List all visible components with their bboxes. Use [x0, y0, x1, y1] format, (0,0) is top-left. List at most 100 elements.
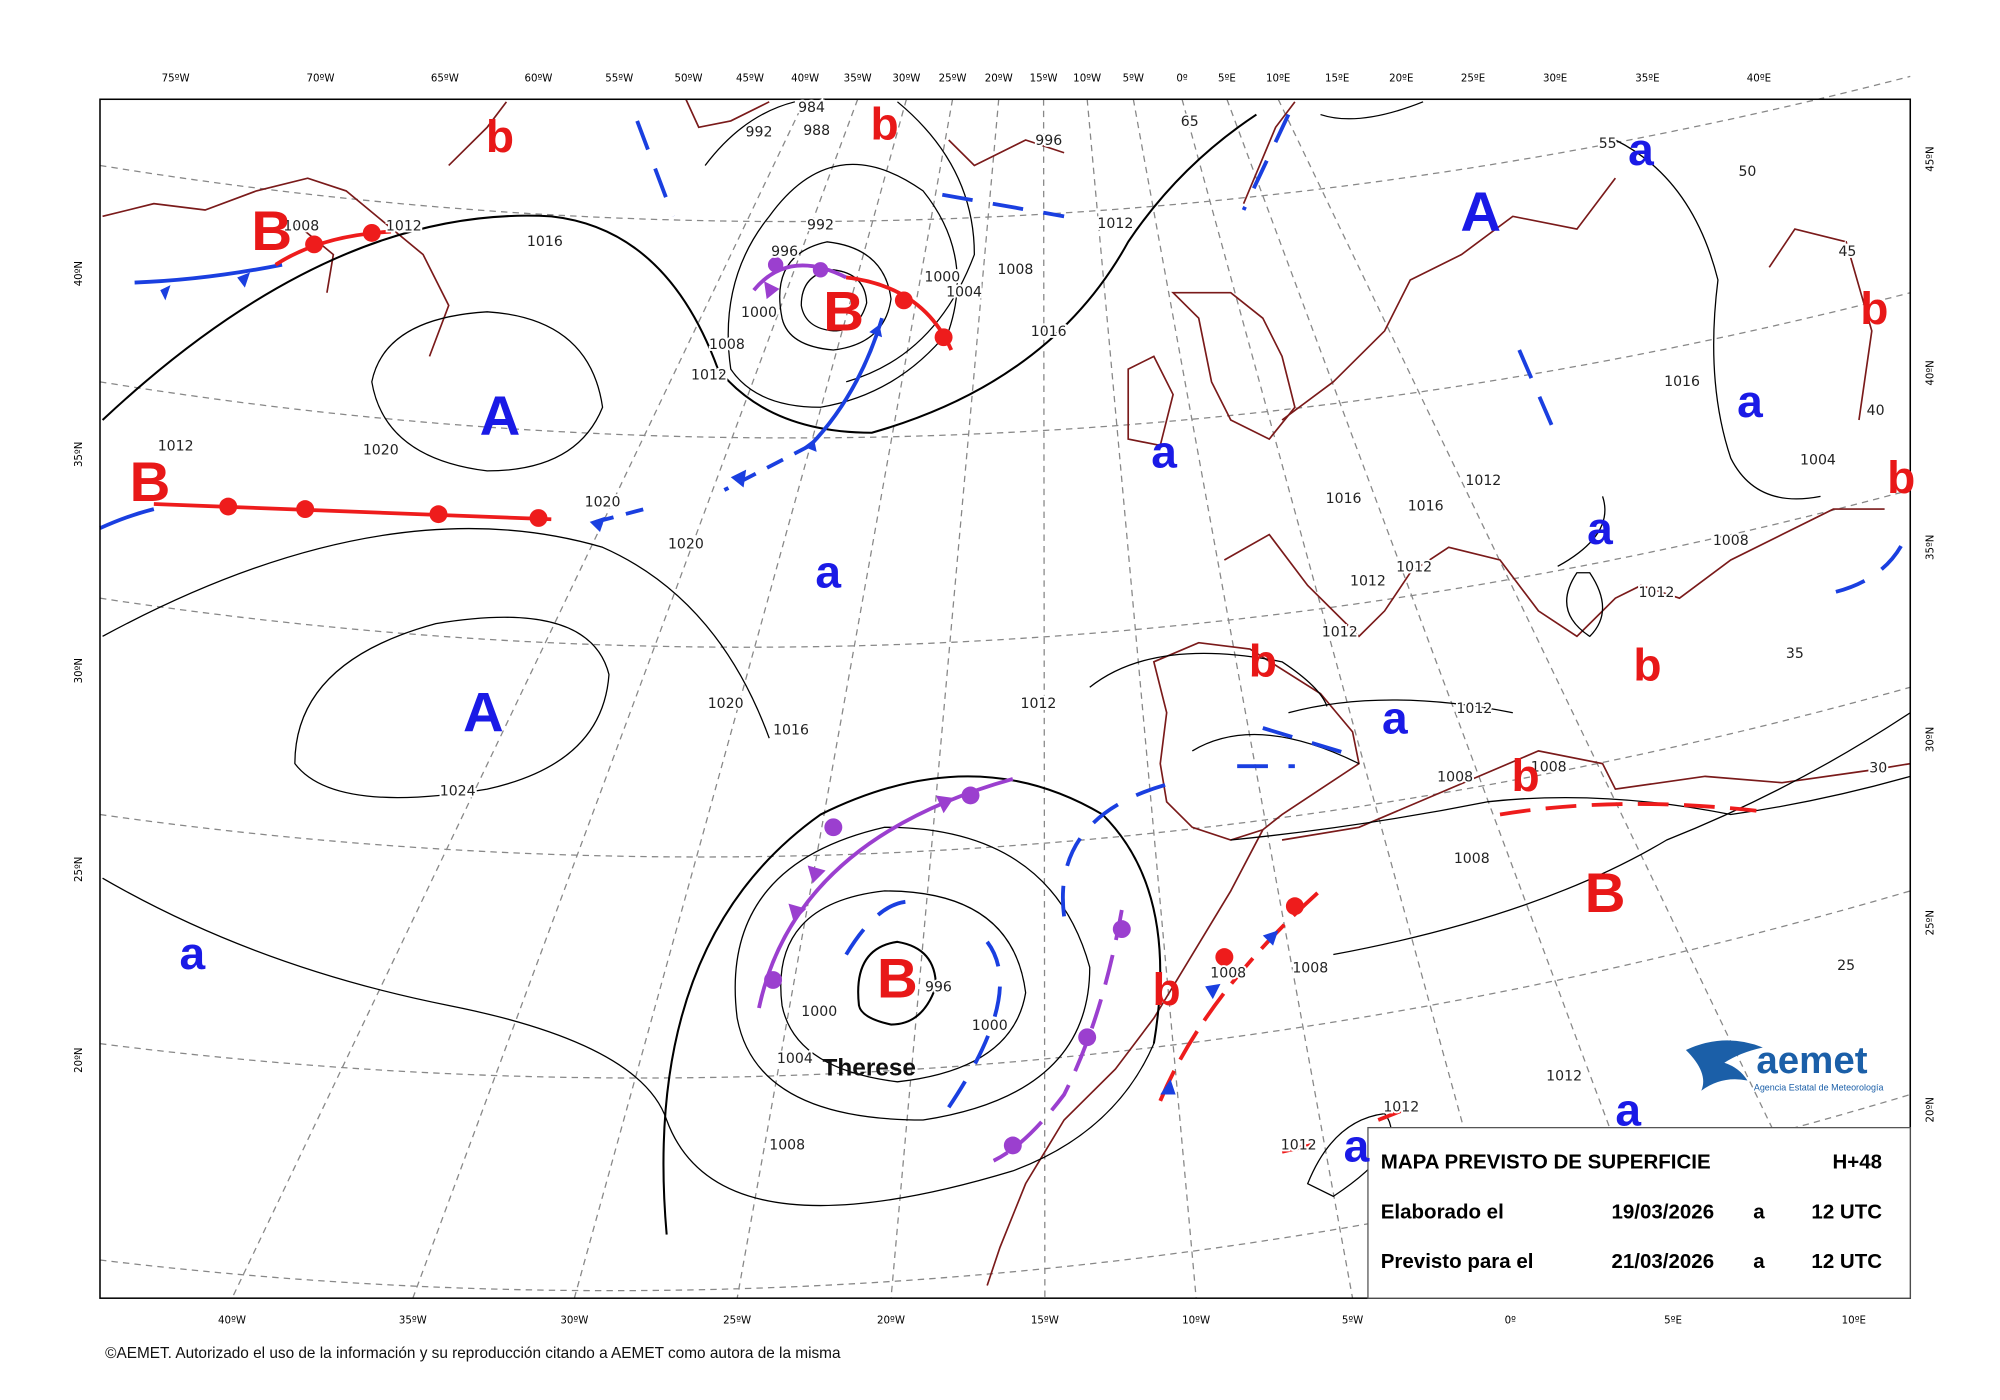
isobars	[101, 101, 1911, 1235]
isobar-label: 1020	[363, 443, 399, 459]
storm-name: Therese	[823, 1055, 916, 1082]
meridian	[1042, 99, 1046, 1299]
latitude-label: 45ºN	[1925, 146, 1936, 171]
isobar-label: 1008	[1292, 961, 1328, 977]
latitude-label: 25ºN	[74, 857, 85, 882]
meridian	[1277, 98, 1855, 1299]
longitude-label: 30ºE	[1543, 73, 1567, 84]
info-valid-at: a	[1753, 1251, 1765, 1273]
isobar-label: 1008	[769, 1137, 805, 1153]
low-pressure-center: B	[1585, 861, 1626, 924]
isobar-label: 1016	[1031, 324, 1067, 340]
isobar-label: 1012	[1456, 701, 1492, 717]
high-pressure-center: a	[1587, 502, 1613, 554]
longitude-label: 25ºW	[723, 1316, 751, 1327]
isobar-label: 1012	[1638, 585, 1674, 601]
occluded-front	[757, 777, 1014, 1009]
isobar	[734, 826, 1091, 1121]
longitude-label: 40ºE	[1747, 73, 1771, 84]
trough	[1281, 802, 1757, 1154]
longitude-label: 40ºW	[791, 73, 819, 84]
info-issued-at: a	[1753, 1201, 1765, 1223]
meridian	[736, 99, 954, 1299]
isobar	[294, 616, 610, 799]
low-pressure-center: b	[1153, 963, 1181, 1015]
fronts	[99, 113, 1906, 1163]
high-pressure-center: a	[1615, 1084, 1641, 1136]
footer: ©AEMET. Autorizado el uso de la informac…	[105, 1345, 841, 1362]
isobar-label: 992	[807, 217, 834, 233]
isobar	[727, 163, 958, 408]
meridian	[573, 99, 908, 1299]
isobar-label: 1012	[1350, 574, 1386, 590]
isobar-label: 55	[1599, 136, 1617, 152]
low-pressure-center: b	[1887, 451, 1915, 503]
longitude-label: 10ºW	[1182, 1316, 1210, 1327]
front-symbols	[160, 224, 1304, 1155]
longitude-label: 35ºE	[1635, 73, 1659, 84]
isobar-label: 1000	[972, 1018, 1008, 1034]
longitude-label: 25ºW	[939, 73, 967, 84]
isobar-label: 1004	[1800, 453, 1836, 469]
isobar-label: 1016	[527, 234, 563, 250]
isobar	[780, 890, 1027, 1083]
isobar-label: 1012	[1396, 560, 1432, 576]
longitude-label: 10ºE	[1842, 1316, 1866, 1327]
isobar	[779, 241, 892, 351]
latitude-label: 20ºN	[74, 1048, 85, 1073]
meridian	[1086, 99, 1197, 1299]
info-lead: H+48	[1832, 1152, 1882, 1174]
info-title: MAPA PREVISTO DE SUPERFICIE	[1381, 1152, 1711, 1174]
longitude-label: 0º	[1505, 1316, 1517, 1327]
parallel	[99, 489, 1911, 648]
longitude-label: 50ºW	[674, 73, 702, 84]
isobar-label: 1012	[158, 439, 194, 455]
isobar	[857, 940, 937, 1026]
info-issued-label: Elaborado el	[1381, 1201, 1504, 1223]
high-pressure-center: A	[1460, 180, 1501, 243]
longitude-label: 55ºW	[605, 73, 633, 84]
high-pressure-center: A	[480, 384, 521, 447]
longitude-label: 40ºW	[218, 1316, 246, 1327]
latitude-label: 40ºN	[1925, 360, 1936, 385]
isobar-label: 1012	[386, 219, 422, 235]
isobar-label: 65	[1181, 114, 1199, 130]
meridian	[1181, 99, 1511, 1299]
isobar-label: 996	[771, 244, 798, 260]
low-pressure-center: b	[1633, 638, 1661, 690]
coastlines	[102, 98, 1911, 1286]
isobar-label: 1000	[801, 1004, 837, 1020]
isobar-label: 1020	[668, 537, 704, 553]
isobar-label: 50	[1738, 164, 1756, 180]
isobar-label: 1008	[1437, 770, 1473, 786]
isobar-label: 1012	[1021, 696, 1057, 712]
isobar	[101, 113, 1257, 434]
cold-front	[134, 262, 283, 285]
high-pressure-center: a	[1382, 692, 1408, 744]
parallel	[99, 686, 1911, 858]
low-pressure-center: b	[486, 110, 514, 162]
info-issued-time: 12 UTC	[1811, 1201, 1882, 1223]
trough	[635, 113, 1906, 1109]
isobar	[371, 311, 604, 472]
trough	[595, 443, 812, 524]
high-pressure-center: a	[1628, 123, 1654, 175]
low-pressure-center: b	[1512, 749, 1540, 801]
longitude-label: 75ºW	[162, 73, 190, 84]
isobar-label: 1004	[946, 285, 982, 301]
isobar-label: 1012	[1097, 216, 1133, 232]
isobar-label: 1016	[1664, 374, 1700, 390]
isobar-label: 1016	[773, 723, 809, 739]
isobar-label: 996	[925, 980, 952, 996]
meridian	[1132, 99, 1354, 1299]
isobar	[704, 101, 976, 383]
isobar	[1306, 496, 1911, 1198]
isobar-label: 1012	[1281, 1137, 1317, 1153]
longitude-label: 45ºW	[736, 73, 764, 84]
logo-mark	[1685, 1040, 1763, 1091]
parallel	[99, 75, 1911, 223]
high-pressure-center: A	[463, 681, 504, 744]
coast-iberia	[1152, 641, 1360, 841]
warm-front-semicircles	[219, 224, 1304, 966]
